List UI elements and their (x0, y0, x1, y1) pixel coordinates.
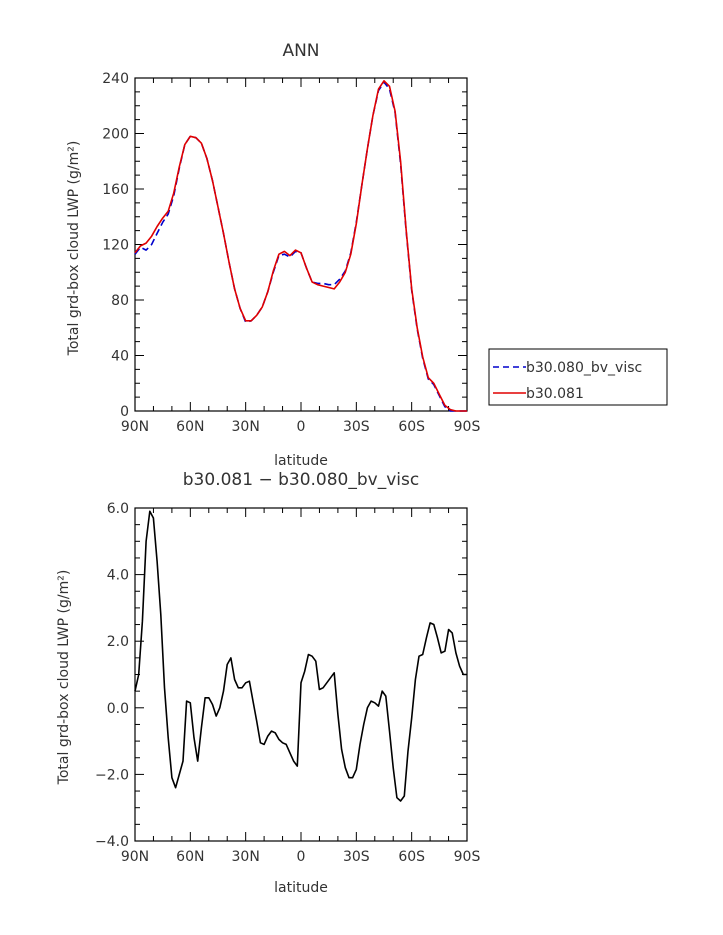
top-x-tick-label: 60S (398, 419, 425, 435)
top-chart-title: ANN (282, 41, 319, 61)
top-x-tick-label: 60N (176, 419, 204, 435)
bottom-y-tick-label: 0.0 (107, 701, 129, 717)
top-series-line-0 (134, 81, 467, 412)
bottom-x-tick-label: 90N (121, 849, 149, 865)
bottom-x-tick-label: 60N (176, 849, 204, 865)
top-x-tick-label: 30N (232, 419, 260, 435)
bottom-y-tick-label: 6.0 (107, 501, 129, 517)
top-y-tick-label: 200 (102, 127, 129, 143)
top-x-tick-label: 0 (297, 419, 306, 435)
bottom-x-tick-label: 0 (297, 849, 306, 865)
top-x-tick-label: 90S (454, 419, 481, 435)
legend-box (488, 348, 668, 406)
top-x-axis-label: latitude (274, 453, 328, 469)
bottom-y-tick-label: 2.0 (107, 634, 129, 650)
top-x-tick-label: 30S (343, 419, 370, 435)
bottom-chart-title: b30.081 − b30.080_bv_visc (183, 470, 419, 490)
top-y-tick-label: 120 (102, 238, 129, 254)
bottom-series-lines (134, 510, 467, 802)
top-axes: 90N 60N 30N 0 30S 60S 90S 0 40 80 120 160 200 240 (102, 71, 480, 435)
top-y-tick-label: 40 (111, 349, 129, 365)
chart-bottom: b30.081 − b30.080_bv_visc 90N 60N 30N 0 30S 6… (56, 470, 480, 896)
bottom-axes: 90N 60N 30N 0 30S 60S 90S −4.0 −2.0 0.0 2.0 4.0 6.0 (95, 501, 480, 865)
top-y-tick-label: 80 (111, 293, 129, 309)
legend-label-b30-080: b30.080_bv_visc (526, 360, 642, 376)
bottom-y-axis-label: Total grd-box cloud LWP (g/m²) (56, 570, 72, 786)
top-y-axis-label: Total grd-box cloud LWP (g/m²) (66, 141, 82, 357)
top-y-tick-label: 0 (120, 404, 129, 420)
bottom-x-tick-label: 30S (343, 849, 370, 865)
bottom-x-tick-label: 60S (398, 849, 425, 865)
chart-top: ANN 90N 60N 30N 0 30S 60S 90S 0 40 80 120 160 200 240… (66, 41, 480, 469)
top-series-lines (134, 80, 467, 412)
bottom-x-axis-label: latitude (274, 880, 328, 896)
top-y-tick-label: 160 (102, 182, 129, 198)
top-x-tick-label: 90N (121, 419, 149, 435)
top-plot-frame (134, 77, 468, 412)
bottom-series-line-0 (134, 510, 467, 802)
legend: b30.080_bv_visc b30.081 (488, 348, 668, 406)
bottom-y-tick-label: −4.0 (95, 834, 129, 850)
top-y-tick-label: 240 (102, 71, 129, 87)
bottom-x-tick-label: 90S (454, 849, 481, 865)
legend-label-b30-081: b30.081 (526, 386, 584, 402)
bottom-x-tick-label: 30N (232, 849, 260, 865)
bottom-plot-frame (134, 507, 468, 842)
top-series-line-1 (134, 80, 467, 412)
bottom-y-tick-label: 4.0 (107, 568, 129, 584)
bottom-y-tick-label: −2.0 (95, 767, 129, 783)
